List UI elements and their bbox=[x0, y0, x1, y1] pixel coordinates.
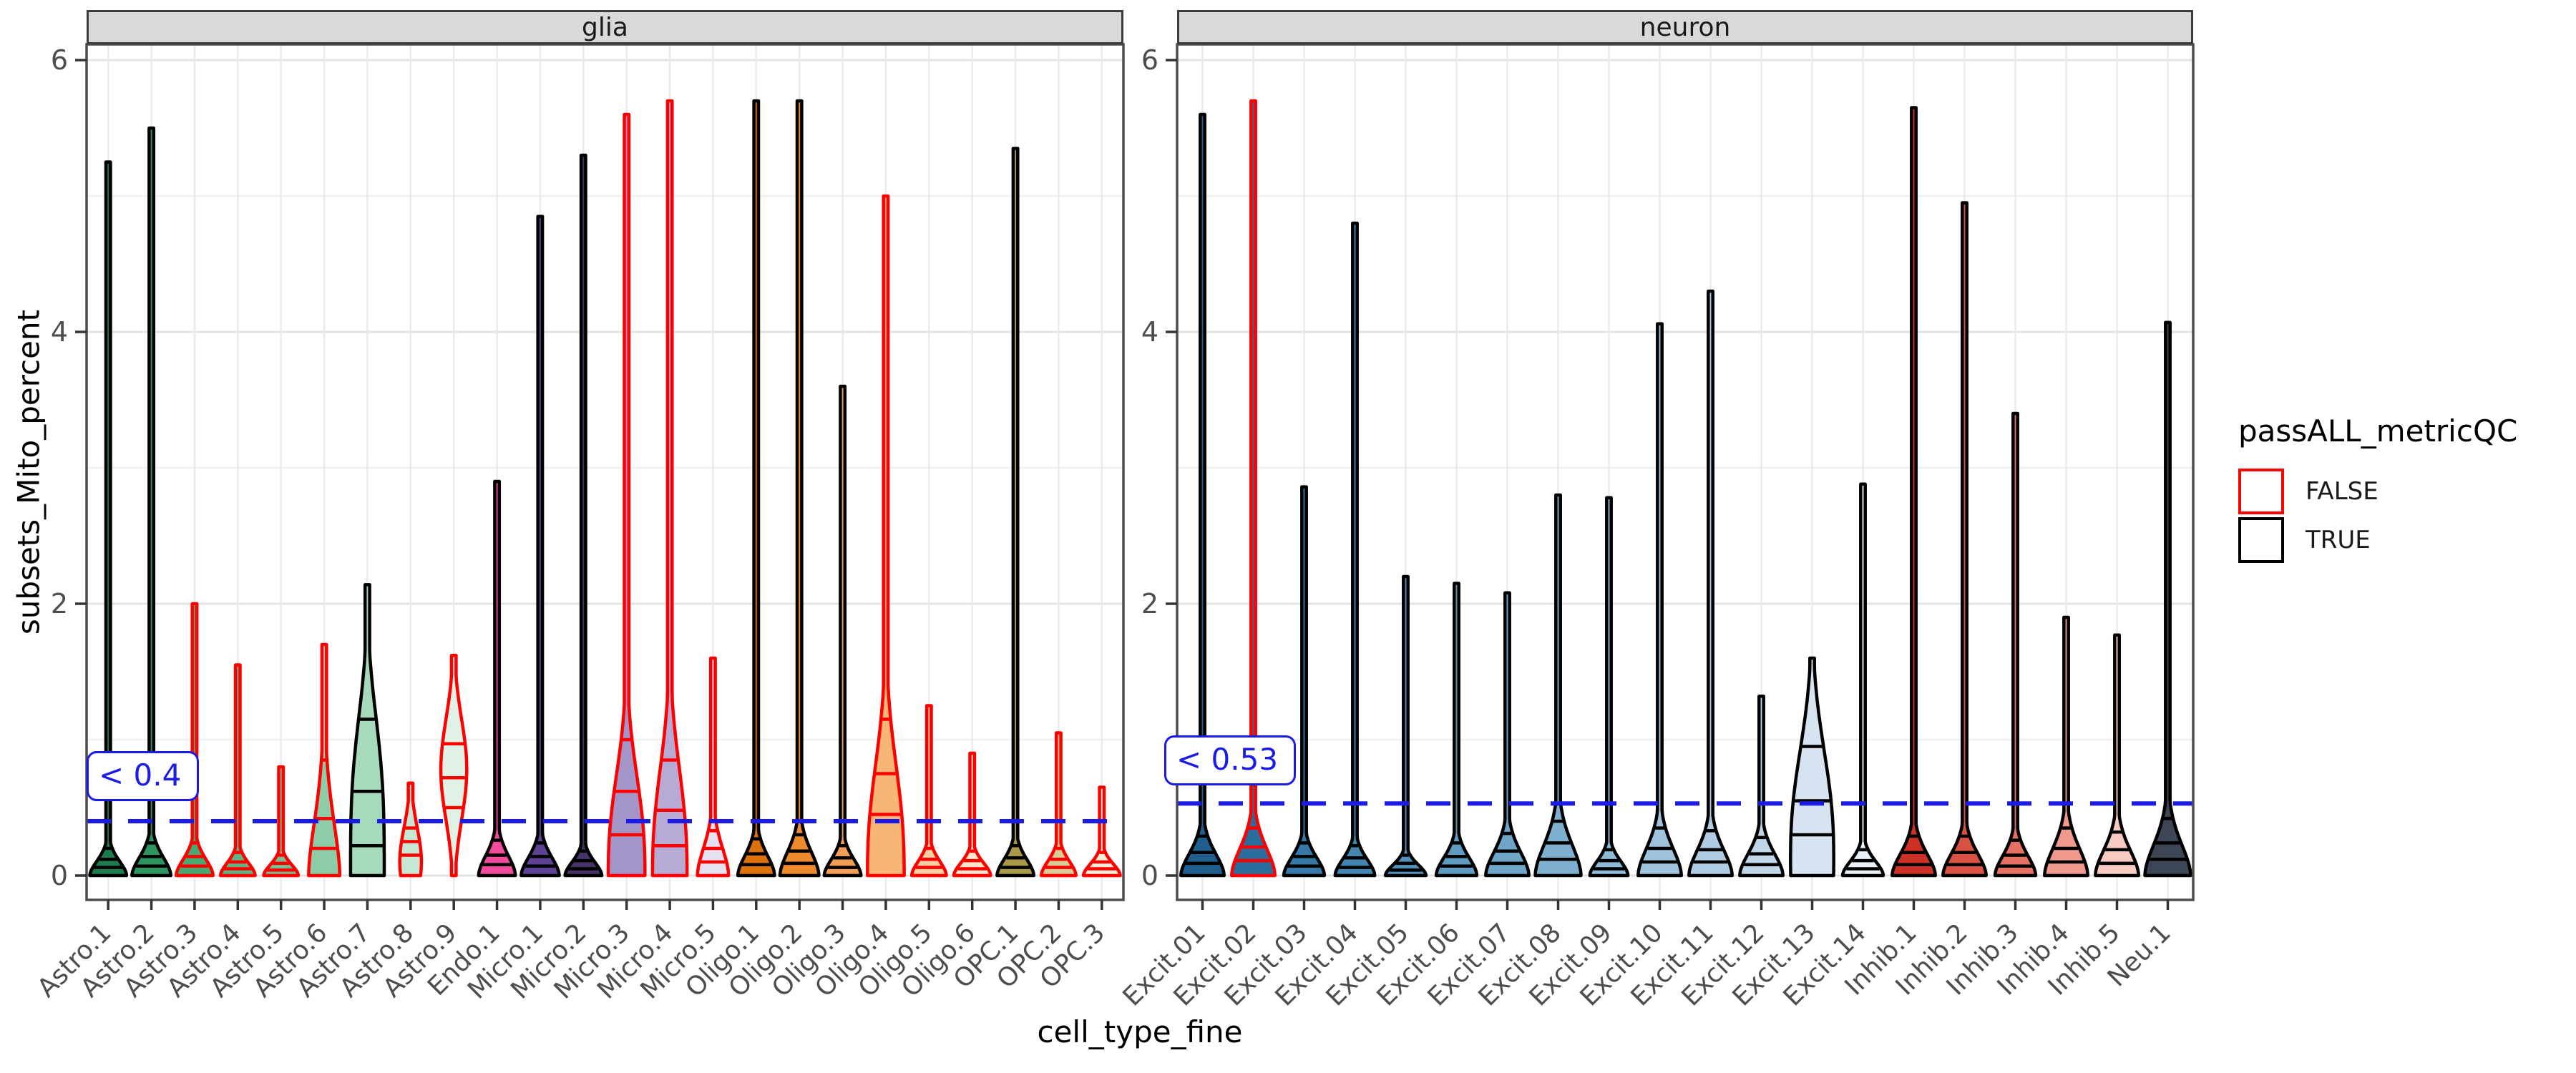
facet-strip-glia: glia bbox=[87, 10, 1123, 44]
violin-Astro.7 bbox=[348, 583, 386, 878]
threshold-annotation-neuron: < 0.53 bbox=[1164, 735, 1297, 785]
y-tick-label: 4 bbox=[51, 316, 68, 348]
x-axis-title: cell_type_fine bbox=[1037, 1014, 1243, 1049]
violin-Excit.09 bbox=[1588, 496, 1630, 878]
facet-strip-glia-label: glia bbox=[582, 12, 628, 42]
violin-Inhib.1 bbox=[1890, 106, 1937, 878]
y-axis-title: subsets_Mito_percent bbox=[11, 309, 47, 635]
y-tick-label: 2 bbox=[1141, 588, 1158, 619]
violin-OPC.1 bbox=[995, 147, 1035, 878]
violin-Excit.05 bbox=[1383, 574, 1428, 878]
violin-Inhib.2 bbox=[1941, 201, 1988, 878]
panel-glia bbox=[87, 44, 1123, 900]
violin-Micro.5 bbox=[696, 656, 731, 878]
violin-Micro.4 bbox=[650, 99, 689, 878]
panel-border-neuron bbox=[1176, 43, 2195, 901]
violin-Astro.2 bbox=[130, 126, 172, 878]
legend-title: passALL_metricQC bbox=[2238, 413, 2518, 449]
facet-strip-neuron-label: neuron bbox=[1639, 12, 1731, 42]
legend-entry-false: FALSE bbox=[2238, 467, 2517, 516]
violin-Excit.02 bbox=[1230, 99, 1277, 878]
violin-Inhib.4 bbox=[2043, 615, 2089, 878]
violin-Endo.1 bbox=[477, 479, 517, 878]
violin-Oligo.6 bbox=[952, 751, 992, 878]
legend: passALL_metricQC FALSE TRUE bbox=[2238, 413, 2517, 564]
y-tick-label: 0 bbox=[51, 860, 68, 891]
violin-Excit.08 bbox=[1533, 493, 1583, 878]
violin-Excit.13 bbox=[1789, 656, 1835, 878]
violin-Excit.14 bbox=[1840, 482, 1885, 878]
legend-swatch-true-icon bbox=[2238, 517, 2284, 563]
violin-Excit.01 bbox=[1179, 112, 1226, 878]
panel-border-glia bbox=[85, 43, 1125, 901]
y-tick-label: 0 bbox=[1141, 860, 1158, 891]
panel-neuron bbox=[1177, 44, 2193, 900]
violin-Excit.11 bbox=[1687, 289, 1734, 878]
violin-Oligo.5 bbox=[909, 704, 948, 878]
violin-Inhib.5 bbox=[2094, 633, 2140, 878]
violin-Micro.3 bbox=[606, 112, 647, 878]
legend-entry-true: TRUE bbox=[2238, 516, 2517, 564]
violin-Oligo.3 bbox=[822, 384, 863, 878]
violin-Astro.4 bbox=[218, 663, 257, 878]
violin-OPC.3 bbox=[1081, 785, 1122, 878]
violin-Oligo.1 bbox=[736, 99, 776, 878]
violin-Inhib.3 bbox=[1993, 411, 2038, 878]
violin-Excit.10 bbox=[1636, 322, 1683, 878]
legend-keys: FALSE TRUE bbox=[2238, 467, 2517, 564]
violin-Astro.5 bbox=[262, 765, 301, 878]
threshold-annotation-glia: < 0.4 bbox=[87, 751, 200, 801]
violin-Neu.1 bbox=[2143, 320, 2192, 878]
violin-Oligo.4 bbox=[866, 194, 906, 878]
violin-Astro.1 bbox=[88, 160, 129, 878]
legend-label-true: TRUE bbox=[2306, 526, 2371, 554]
y-tick-label: 4 bbox=[1141, 316, 1158, 348]
facet-strip-neuron: neuron bbox=[1177, 10, 2193, 44]
legend-swatch-false-icon bbox=[2238, 469, 2284, 514]
violin-Micro.1 bbox=[519, 215, 561, 878]
y-tick-label: 6 bbox=[1141, 44, 1158, 76]
violin-Micro.2 bbox=[563, 153, 604, 878]
violin-Excit.06 bbox=[1434, 582, 1479, 878]
legend-label-false: FALSE bbox=[2306, 477, 2379, 506]
y-tick-label: 2 bbox=[51, 588, 68, 619]
y-tick-label: 6 bbox=[51, 44, 68, 76]
violin-Excit.03 bbox=[1282, 485, 1327, 878]
violin-Excit.04 bbox=[1333, 221, 1377, 878]
violin-Excit.07 bbox=[1484, 591, 1531, 878]
violin-Oligo.2 bbox=[778, 99, 821, 878]
